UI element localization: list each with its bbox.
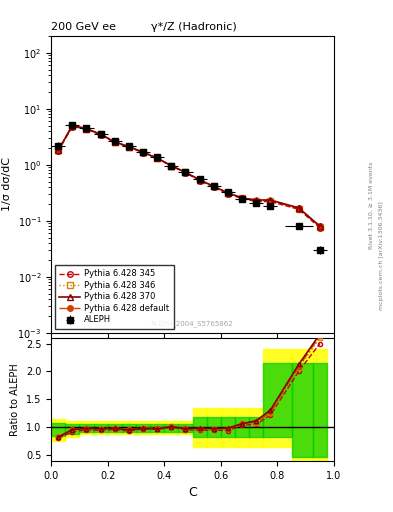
Pythia 6.428 346: [296, 205, 301, 211]
Pythia 6.428 345: [296, 206, 301, 212]
Y-axis label: Ratio to ALEPH: Ratio to ALEPH: [10, 363, 20, 436]
Pythia 6.428 346: [70, 122, 75, 129]
Pythia 6.428 370: [84, 125, 89, 132]
Pythia 6.428 346: [141, 149, 145, 155]
Line: Pythia 6.428 346: Pythia 6.428 346: [55, 123, 323, 229]
Pythia 6.428 346: [197, 177, 202, 183]
Pythia 6.428 370: [183, 169, 188, 176]
Pythia 6.428 370: [112, 139, 117, 145]
Pythia 6.428 345: [112, 139, 117, 145]
Pythia 6.428 default: [141, 149, 145, 155]
Pythia 6.428 default: [183, 169, 188, 175]
Pythia 6.428 346: [318, 224, 322, 230]
Pythia 6.428 370: [70, 122, 75, 129]
Pythia 6.428 346: [84, 125, 89, 132]
Pythia 6.428 345: [197, 178, 202, 184]
Pythia 6.428 370: [268, 197, 273, 203]
Pythia 6.428 370: [211, 183, 216, 189]
Line: Pythia 6.428 370: Pythia 6.428 370: [55, 123, 323, 229]
Pythia 6.428 346: [56, 147, 61, 153]
Legend: Pythia 6.428 345, Pythia 6.428 346, Pythia 6.428 370, Pythia 6.428 default, ALEP: Pythia 6.428 345, Pythia 6.428 346, Pyth…: [55, 265, 174, 329]
Pythia 6.428 345: [254, 199, 259, 205]
Pythia 6.428 default: [197, 177, 202, 183]
Pythia 6.428 default: [318, 223, 322, 229]
Text: 200 GeV ee          γ*/Z (Hadronic): 200 GeV ee γ*/Z (Hadronic): [51, 23, 237, 32]
Pythia 6.428 345: [155, 155, 160, 161]
Pythia 6.428 370: [169, 163, 174, 169]
Pythia 6.428 370: [155, 155, 160, 161]
Pythia 6.428 default: [226, 190, 230, 196]
Pythia 6.428 370: [141, 149, 145, 155]
Pythia 6.428 346: [98, 131, 103, 137]
Pythia 6.428 default: [112, 139, 117, 145]
Pythia 6.428 346: [183, 169, 188, 176]
Pythia 6.428 346: [254, 198, 259, 204]
Pythia 6.428 345: [84, 126, 89, 132]
Pythia 6.428 370: [318, 223, 322, 229]
Y-axis label: 1/σ dσ/dC: 1/σ dσ/dC: [2, 157, 12, 211]
Pythia 6.428 370: [56, 147, 61, 154]
Pythia 6.428 346: [211, 183, 216, 189]
Pythia 6.428 345: [56, 148, 61, 154]
Pythia 6.428 346: [155, 155, 160, 161]
Pythia 6.428 346: [127, 144, 131, 150]
Pythia 6.428 default: [155, 155, 160, 161]
Pythia 6.428 370: [98, 131, 103, 137]
Pythia 6.428 346: [169, 163, 174, 169]
Pythia 6.428 345: [141, 150, 145, 156]
Pythia 6.428 345: [70, 123, 75, 130]
Pythia 6.428 default: [70, 122, 75, 129]
Pythia 6.428 345: [226, 191, 230, 197]
Pythia 6.428 345: [98, 132, 103, 138]
Text: ALEPH_2004_S5765862: ALEPH_2004_S5765862: [151, 320, 234, 327]
Pythia 6.428 default: [296, 205, 301, 211]
Pythia 6.428 345: [127, 144, 131, 151]
Pythia 6.428 370: [226, 190, 230, 196]
Pythia 6.428 default: [98, 131, 103, 137]
Pythia 6.428 346: [268, 198, 273, 204]
X-axis label: C: C: [188, 486, 197, 499]
Pythia 6.428 345: [169, 163, 174, 169]
Pythia 6.428 default: [56, 147, 61, 154]
Line: Pythia 6.428 default: Pythia 6.428 default: [55, 122, 323, 229]
Pythia 6.428 370: [127, 144, 131, 150]
Pythia 6.428 345: [211, 184, 216, 190]
Line: Pythia 6.428 345: Pythia 6.428 345: [55, 124, 323, 230]
Pythia 6.428 345: [268, 199, 273, 205]
Pythia 6.428 default: [254, 198, 259, 204]
Pythia 6.428 345: [318, 225, 322, 231]
Pythia 6.428 370: [296, 205, 301, 211]
Pythia 6.428 default: [169, 162, 174, 168]
Pythia 6.428 370: [240, 195, 244, 201]
Pythia 6.428 default: [268, 198, 273, 204]
Pythia 6.428 345: [183, 169, 188, 176]
Text: mcplots.cern.ch [arXiv:1306.3436]: mcplots.cern.ch [arXiv:1306.3436]: [379, 202, 384, 310]
Pythia 6.428 346: [226, 190, 230, 196]
Text: Rivet 3.1.10, ≥ 3.1M events: Rivet 3.1.10, ≥ 3.1M events: [369, 161, 374, 248]
Pythia 6.428 346: [112, 139, 117, 145]
Pythia 6.428 370: [254, 197, 259, 203]
Pythia 6.428 345: [240, 196, 244, 202]
Pythia 6.428 default: [127, 143, 131, 150]
Pythia 6.428 default: [240, 195, 244, 201]
Pythia 6.428 default: [211, 183, 216, 189]
Pythia 6.428 default: [84, 125, 89, 132]
Pythia 6.428 346: [240, 195, 244, 201]
Pythia 6.428 370: [197, 177, 202, 183]
